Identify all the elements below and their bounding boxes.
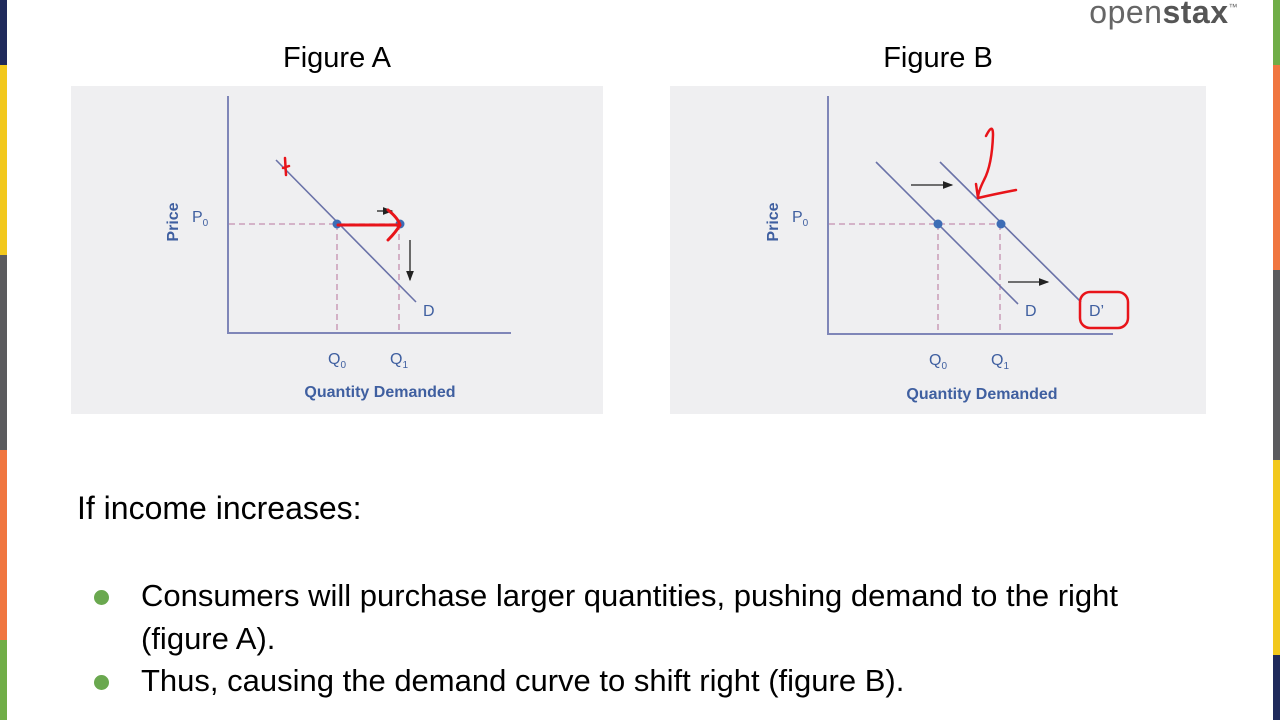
right-stripe-orange [1273,65,1280,270]
q0-label: Q0 [328,351,346,371]
figure-b-title: Figure B [883,42,993,74]
q1-label: Q1 [390,351,408,371]
right-stripe-gray [1273,270,1280,460]
left-stripe-green [0,640,7,720]
red-annotation-circle [1078,290,1130,330]
curve-label-d: D [423,303,435,320]
y-axis-label: Price [765,202,782,241]
price-label: P0 [192,209,209,229]
red-annotation-arrow [336,208,402,242]
demand-curve [275,159,417,303]
figure-b-diagram: Price P0 Q0 Q1 D D’ Quantity Demanded [765,96,1130,403]
x-axis-label: Quantity Demanded [906,386,1057,403]
red-annotation-mark [281,156,291,177]
y-axis-label: Price [165,202,182,241]
demand-curve-d-prime [939,161,1082,303]
bullet-item: Consumers will purchase larger quantitie… [141,578,1119,656]
curve-label-d-prime: D’ [1089,303,1104,320]
price-label: P0 [792,209,809,229]
right-stripe-yellow [1273,460,1280,655]
point-q0 [933,219,943,229]
figure-a-title: Figure A [283,42,391,74]
q1-label: Q1 [991,352,1009,372]
right-stripe-green [1273,0,1280,65]
bullet-item: Thus, causing the demand curve to shift … [141,663,905,698]
x-axis-label: Quantity Demanded [304,384,455,401]
q0-label: Q0 [929,352,947,372]
left-stripe-yellow [0,65,7,255]
body-heading: If income increases: [77,490,362,526]
bullet-dot [94,675,109,690]
red-annotation-arrow [974,127,1018,200]
left-stripe-orange [0,450,7,640]
curve-label-d: D [1025,303,1037,320]
bullet-dot [94,590,109,605]
point-q1 [996,219,1006,229]
left-stripe-gray [0,255,7,450]
figure-a-diagram: Price P0 Q0 Q1 D Quantity Demanded [165,96,511,401]
openstax-logo: openstax™ [1089,0,1238,30]
left-stripe-navy [0,0,7,65]
right-stripe-navy [1273,655,1280,720]
demand-curve-d [875,161,1019,305]
